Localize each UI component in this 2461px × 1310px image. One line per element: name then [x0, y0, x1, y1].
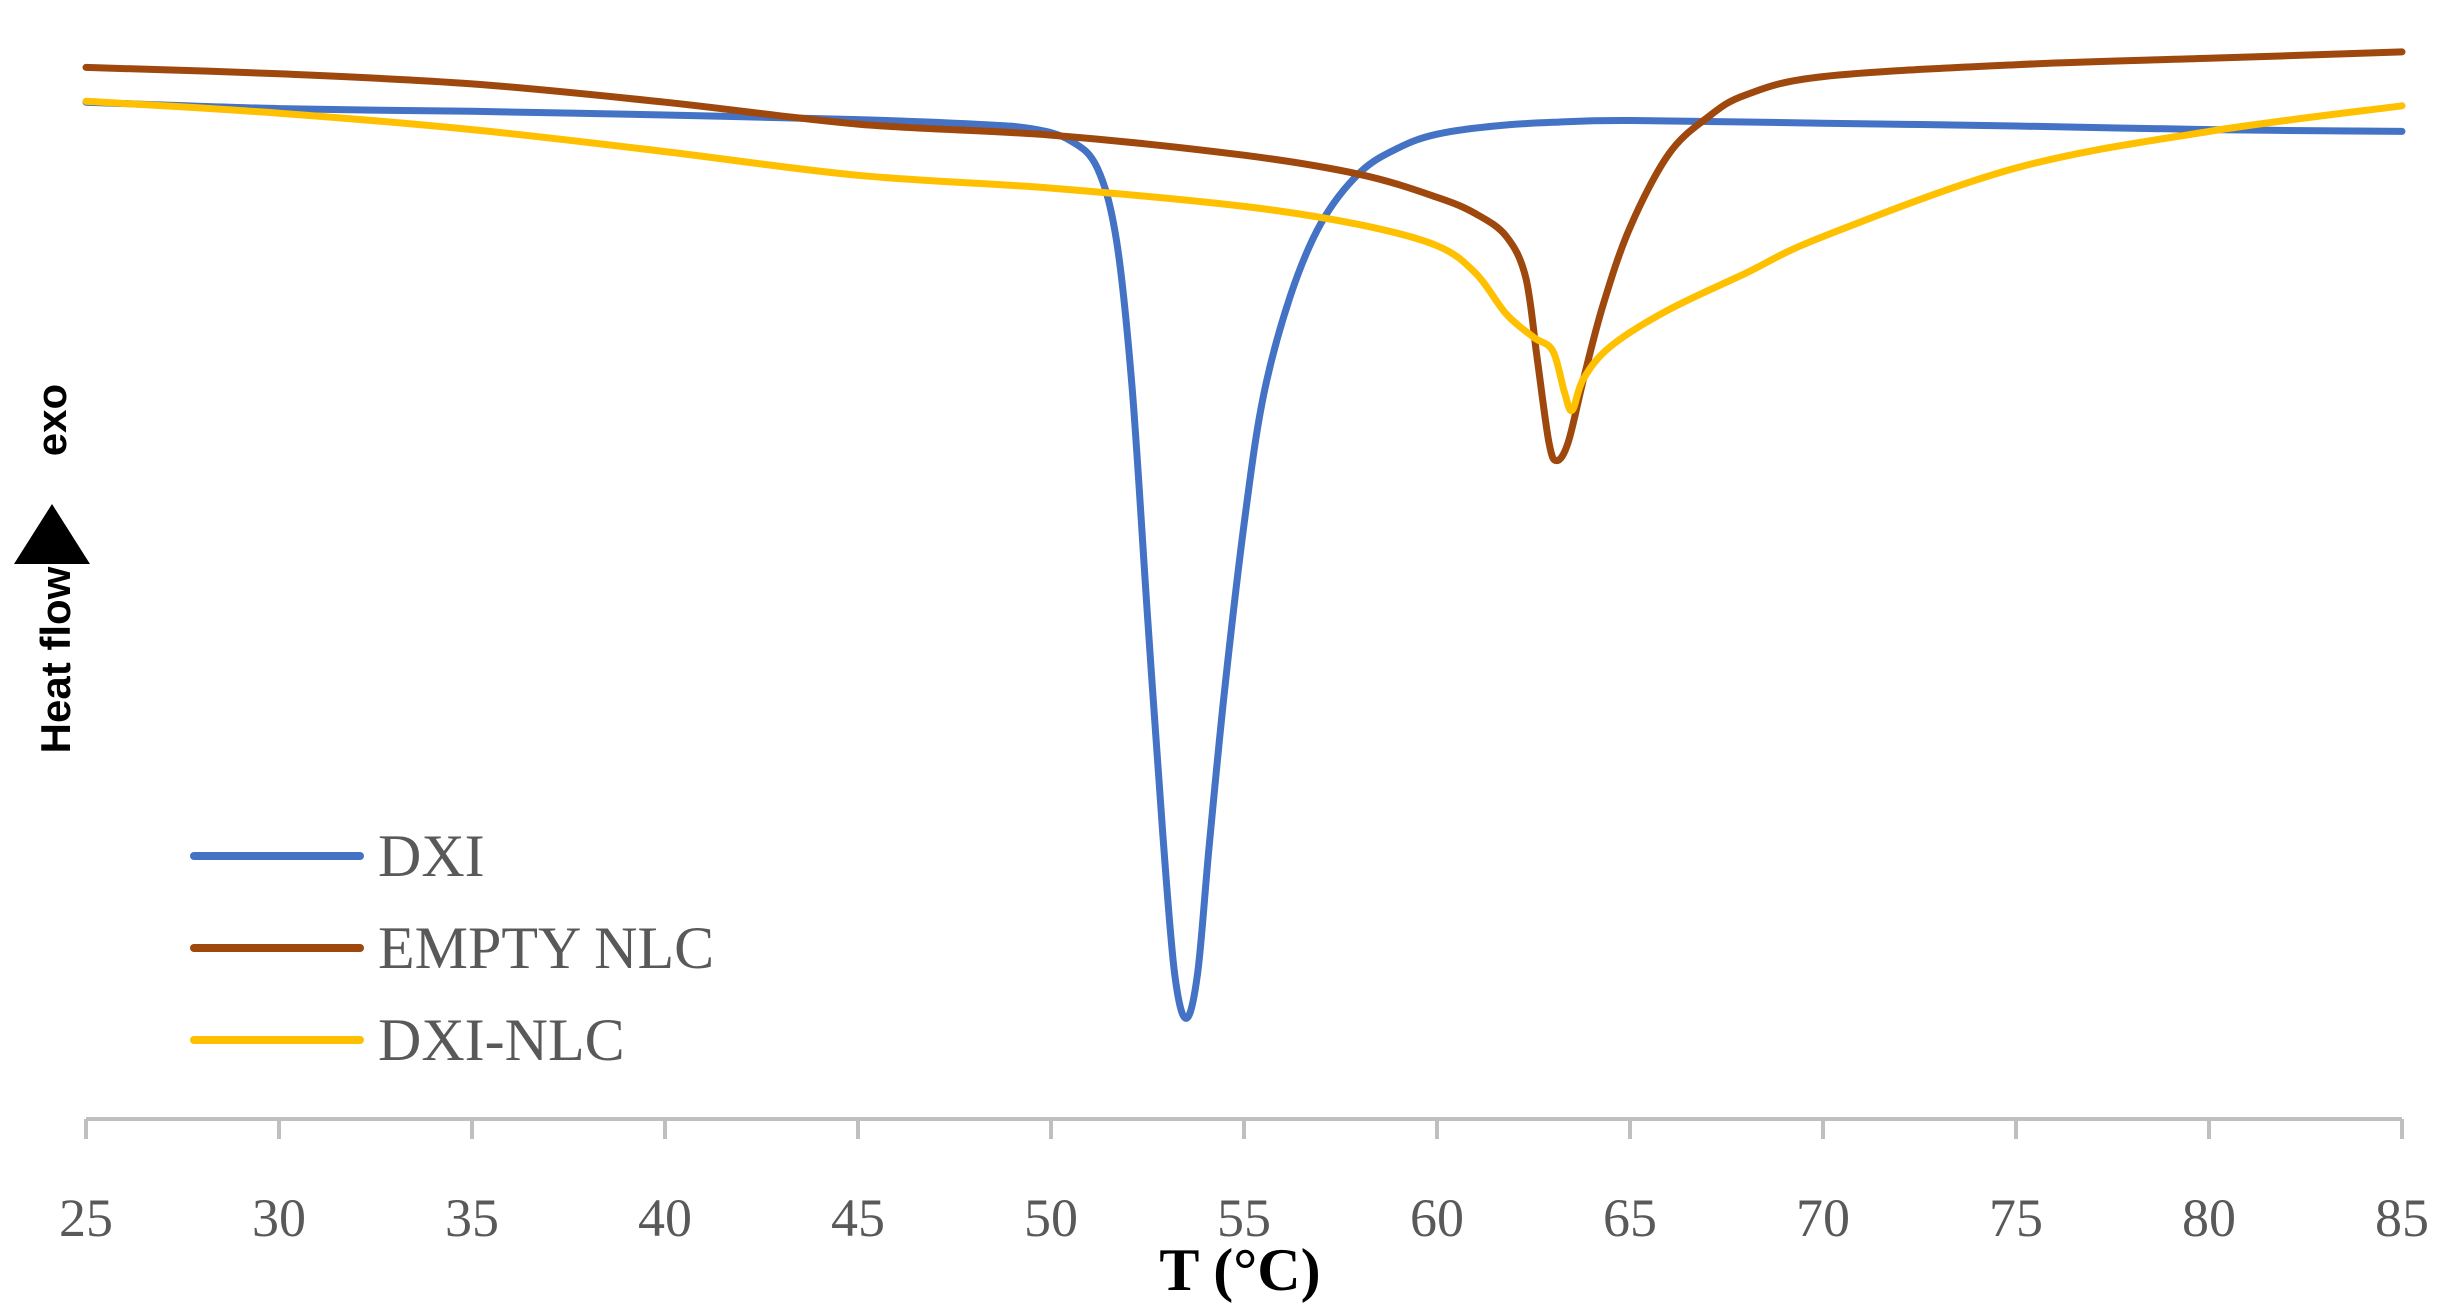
x-tick-label: 60 — [1410, 1188, 1464, 1248]
legend-label: EMPTY NLC — [378, 915, 714, 981]
series-line-dxi-nlc — [82, 97, 2406, 415]
x-tick-label: 65 — [1603, 1188, 1657, 1248]
exo-label: exo — [28, 384, 75, 456]
x-tick-label: 35 — [445, 1188, 499, 1248]
x-tick-label: 50 — [1024, 1188, 1078, 1248]
x-tick-labels: 25 30 35 40 45 50 55 60 65 70 75 80 85 — [59, 1188, 2429, 1248]
legend: DXI EMPTY NLC DXI-NLC — [190, 823, 714, 1073]
series-line-dxi — [82, 98, 2406, 1022]
legend-label: DXI-NLC — [378, 1007, 625, 1073]
x-tick-label: 55 — [1217, 1188, 1271, 1248]
x-tick-label: 75 — [1989, 1188, 2043, 1248]
x-axis-title: T (°C) — [1159, 1237, 1320, 1303]
y-axis-title: Heat flow — [32, 566, 79, 753]
exo-arrow-icon — [14, 504, 90, 564]
x-tick-label: 85 — [2375, 1188, 2429, 1248]
series-line-empty-nlc — [82, 48, 2406, 465]
x-axis: 25 30 35 40 45 50 55 60 65 70 75 80 85 — [59, 1117, 2429, 1248]
x-tick-label: 30 — [252, 1188, 306, 1248]
y-axis-direction-label: exo — [28, 384, 75, 456]
x-tick-label: 70 — [1796, 1188, 1850, 1248]
x-tick-label: 40 — [638, 1188, 692, 1248]
x-tick-marks — [84, 1119, 2404, 1139]
x-tick-label: 45 — [831, 1188, 885, 1248]
legend-label: DXI — [378, 823, 485, 889]
x-tick-label: 25 — [59, 1188, 113, 1248]
x-tick-label: 80 — [2182, 1188, 2236, 1248]
y-axis-label: Heat flow — [32, 566, 79, 753]
series-layer — [82, 48, 2406, 1022]
